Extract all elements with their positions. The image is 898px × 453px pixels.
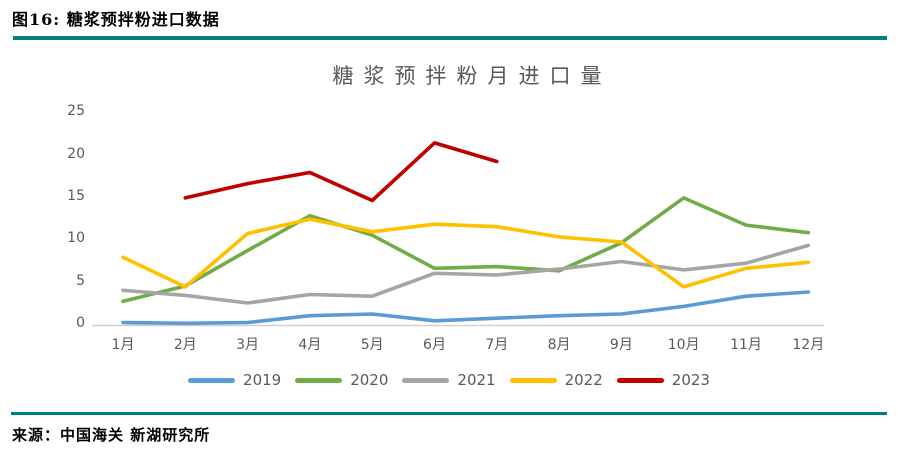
legend-label-2021: 2021: [457, 371, 496, 389]
x-tick-label-11: 11月: [730, 337, 762, 353]
legend-line-swatch-2022: [509, 377, 557, 383]
x-tick-label-4: 4月: [298, 337, 322, 353]
legend-item-2021: 2021: [402, 371, 496, 389]
y-tick-label-15: 15: [67, 187, 85, 204]
series-line-2021: [121, 243, 811, 305]
legend-label-2019: 2019: [243, 371, 282, 389]
legend-label-2022: 2022: [564, 371, 603, 389]
series-line-2020: [121, 196, 811, 304]
series-line-2023: [183, 141, 499, 203]
x-tick-label-2: 2月: [173, 337, 197, 353]
source-note: 来源：中国海关 新湖研究所: [12, 426, 211, 444]
figure-caption: 图16: 糖浆预拌粉进口数据: [12, 10, 220, 29]
legend-line-swatch-2019: [188, 377, 236, 383]
top-divider: [13, 36, 887, 40]
series-line-2019: [121, 290, 811, 326]
x-tick-label-12: 12月: [792, 337, 825, 353]
legend-item-2020: 2020: [295, 371, 388, 389]
x-tick-label-7: 7月: [485, 337, 509, 353]
chart-legend: 2019 2020 2021 2022 2023: [0, 371, 898, 389]
legend-label-2023: 2023: [671, 371, 710, 389]
y-tick-label-25: 25: [67, 103, 85, 120]
x-tick-label-6: 6月: [423, 337, 446, 353]
legend-item-2023: 2023: [616, 371, 710, 389]
y-tick-label-5: 5: [76, 272, 85, 289]
bottom-divider: [11, 412, 887, 415]
legend-line-swatch-2020: [295, 377, 343, 383]
y-tick-label-20: 20: [67, 145, 85, 162]
chart-title: 糖浆预拌粉月进口量: [332, 64, 612, 88]
x-tick-label-9: 9月: [609, 337, 633, 353]
x-tick-label-8: 8月: [547, 337, 571, 353]
x-tick-label-10: 10月: [667, 337, 700, 353]
y-tick-label-10: 10: [67, 230, 85, 247]
x-tick-label-5: 5月: [360, 337, 384, 353]
legend-line-swatch-2021: [402, 377, 450, 383]
legend-line-swatch-2023: [616, 377, 664, 383]
y-tick-label-0: 0: [76, 315, 85, 331]
legend-item-2019: 2019: [188, 371, 281, 389]
x-tick-label-1: 1月: [111, 337, 135, 353]
legend-item-2022: 2022: [509, 371, 603, 389]
legend-label-2020: 2020: [350, 371, 389, 389]
series-line-2022: [121, 217, 811, 289]
x-tick-label-3: 3月: [236, 337, 260, 353]
